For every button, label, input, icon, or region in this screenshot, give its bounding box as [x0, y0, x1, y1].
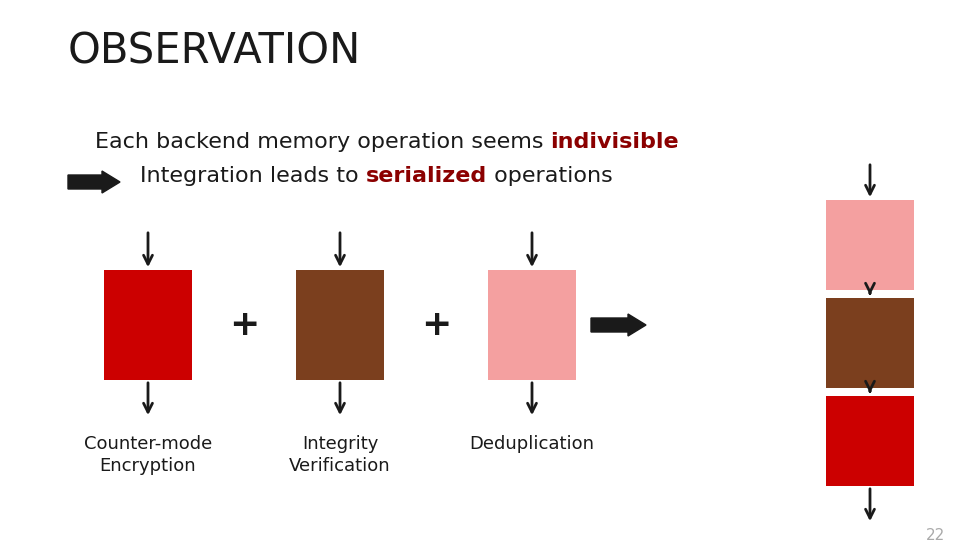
Bar	[826, 200, 914, 290]
Text: Integration leads to: Integration leads to	[140, 166, 366, 186]
Bar	[488, 270, 576, 380]
Text: +: +	[228, 308, 259, 342]
Text: Each backend memory operation seems: Each backend memory operation seems	[95, 132, 551, 152]
FancyArrow shape	[591, 314, 646, 336]
Text: Counter-mode
Encryption: Counter-mode Encryption	[84, 435, 212, 475]
Text: OBSERVATION: OBSERVATION	[67, 30, 360, 72]
FancyArrow shape	[68, 171, 120, 193]
Bar	[104, 270, 192, 380]
Bar	[826, 396, 914, 486]
Text: +: +	[420, 308, 451, 342]
Text: indivisible: indivisible	[551, 132, 680, 152]
Text: operations: operations	[487, 166, 612, 186]
Text: serialized: serialized	[366, 166, 487, 186]
Text: 22: 22	[925, 528, 945, 540]
Text: Integrity
Verification: Integrity Verification	[289, 435, 391, 475]
Bar	[826, 298, 914, 388]
Text: Deduplication: Deduplication	[469, 435, 594, 453]
Bar	[296, 270, 384, 380]
